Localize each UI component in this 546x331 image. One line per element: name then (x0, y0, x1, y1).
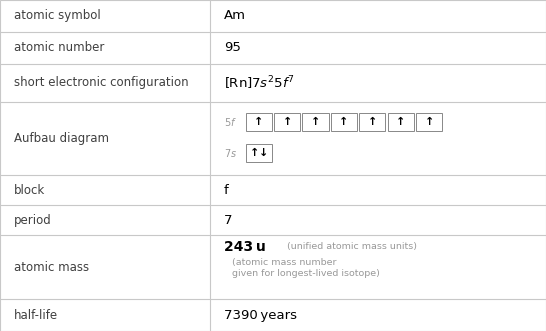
Bar (302, 113, 329, 131)
Text: half-life: half-life (14, 308, 58, 321)
Text: atomic mass: atomic mass (14, 261, 89, 274)
Text: f: f (224, 184, 229, 197)
Text: $\rm{[Rn]7}\mathit{s}^{\rm{2}}\rm{5}\mathit{f}^{\rm{7}}$: $\rm{[Rn]7}\mathit{s}^{\rm{2}}\rm{5}\mat… (224, 74, 295, 91)
Text: block: block (14, 184, 45, 197)
Text: Am: Am (224, 10, 246, 23)
Bar (359, 113, 385, 131)
Text: ↑: ↑ (250, 148, 259, 158)
Text: ↑: ↑ (424, 118, 434, 127)
Text: 243 u: 243 u (224, 240, 265, 254)
Text: 95: 95 (224, 41, 241, 54)
Bar (331, 113, 357, 131)
Text: given for longest-lived isotope): given for longest-lived isotope) (232, 269, 380, 278)
Text: 7390 years: 7390 years (224, 308, 297, 321)
Text: atomic symbol: atomic symbol (14, 10, 100, 23)
Text: ↑: ↑ (396, 118, 406, 127)
Text: (unified atomic mass units): (unified atomic mass units) (287, 242, 417, 251)
Bar (388, 113, 414, 131)
Text: period: period (14, 214, 51, 227)
Text: ↑: ↑ (282, 118, 292, 127)
Bar (246, 113, 272, 131)
Bar (274, 113, 300, 131)
Text: 7: 7 (224, 214, 233, 227)
Text: $5\mathit{f}$: $5\mathit{f}$ (224, 117, 237, 128)
Text: (atomic mass number: (atomic mass number (232, 258, 336, 266)
Text: short electronic configuration: short electronic configuration (14, 76, 188, 89)
Text: Aufbau diagram: Aufbau diagram (14, 132, 109, 145)
Text: ↑: ↑ (367, 118, 377, 127)
Text: ↑: ↑ (254, 118, 264, 127)
Text: ↓: ↓ (259, 148, 268, 158)
Text: ↑: ↑ (339, 118, 349, 127)
Bar (246, 144, 272, 163)
Text: atomic number: atomic number (14, 41, 104, 54)
Bar (416, 113, 442, 131)
Text: ↑: ↑ (311, 118, 321, 127)
Text: $7\mathit{s}$: $7\mathit{s}$ (224, 147, 237, 159)
